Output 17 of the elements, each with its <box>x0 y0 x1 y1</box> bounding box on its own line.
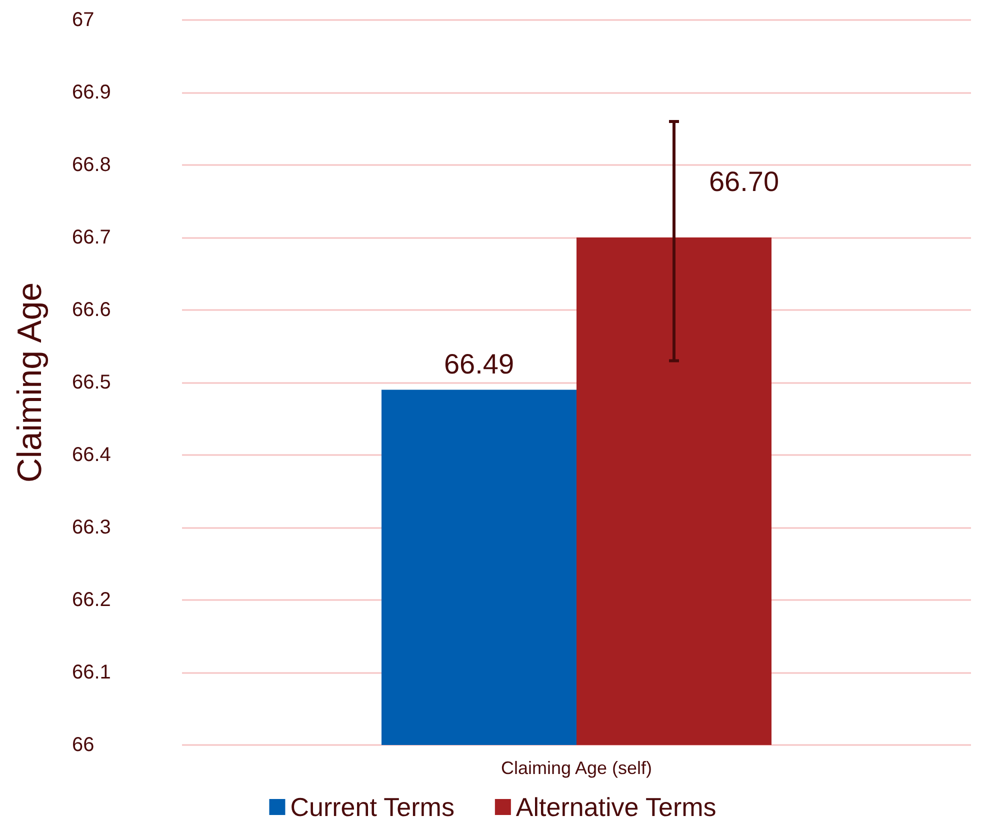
y-tick-label: 66.1 <box>72 662 111 684</box>
y-tick-label: 66.4 <box>72 444 111 466</box>
y-tick-label: 66.9 <box>72 82 111 104</box>
y-tick-label: 66 <box>72 734 94 756</box>
y-tick-label: 66.8 <box>72 154 111 176</box>
y-tick-label: 66.5 <box>72 372 111 394</box>
y-tick-label: 67 <box>72 9 94 31</box>
y-tick-label: 66.2 <box>72 589 111 611</box>
x-tick-label: Claiming Age (self) <box>500 758 652 778</box>
data-label: 66.49 <box>444 348 514 380</box>
data-label: 66.70 <box>708 166 780 197</box>
y-tick-label: 66.7 <box>72 226 111 248</box>
legend-label: Current Terms <box>290 792 454 822</box>
y-tick-label: 66.6 <box>72 299 111 321</box>
legend-label: Alternative Terms <box>516 792 716 822</box>
y-tick-label: 66.3 <box>72 516 111 538</box>
y-axis-title: Claiming Age <box>11 282 49 483</box>
